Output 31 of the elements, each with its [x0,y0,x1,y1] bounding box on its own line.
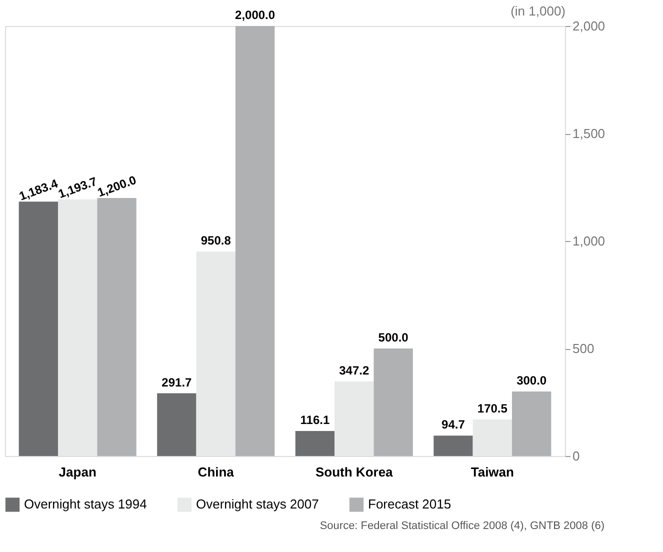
bar [97,198,136,456]
legend-label: Overnight stays 2007 [196,496,319,512]
bar [235,26,275,456]
data-label: 170.5 [477,401,508,416]
legend-label: Overnight stays 1994 [24,496,147,512]
data-label: 950.8 [200,234,232,248]
bar [434,436,473,456]
data-label: 94.7 [442,418,466,432]
x-tick-label: Taiwan [470,464,514,480]
legend-label: Forecast 2015 [368,496,452,512]
data-label: 291.7 [162,375,192,390]
data-label: 347.2 [339,363,370,378]
bar [18,202,58,456]
y-axis-title: (in 1,000) [510,4,566,18]
bar [374,348,413,456]
data-label: 116.1 [300,413,330,428]
bar [512,392,552,456]
x-tick-label: China [198,464,235,480]
bar [157,393,196,456]
x-tick-label: Japan [58,464,96,480]
y-tick-label: 2,000 [572,18,606,34]
y-tick-label: 0 [572,448,580,464]
y-tick-label: 1,000 [572,234,606,248]
y-tick-label: 500 [572,341,594,356]
bar [295,431,335,456]
y-tick-label: 1,500 [572,126,606,141]
data-label: 500.0 [378,330,409,344]
source-note: Source: Federal Statistical Office 2008 (4), GNTB 2008 (6) [320,520,605,532]
data-label: 2,000.0 [235,8,276,22]
data-label: 300.0 [516,374,547,388]
x-tick-label: South Korea [315,464,394,480]
